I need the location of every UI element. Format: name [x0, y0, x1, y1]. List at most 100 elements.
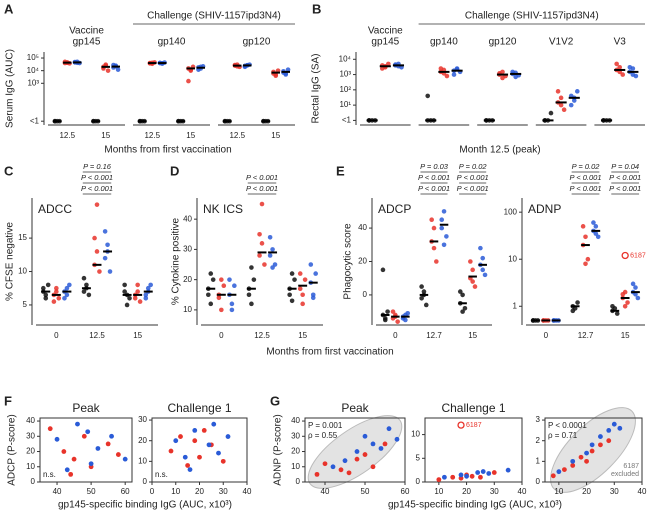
y-axis-label: % CFSE negative — [5, 222, 16, 301]
data-point — [54, 289, 59, 294]
data-point — [480, 267, 486, 273]
y-tick-label: 1 — [536, 456, 541, 465]
data-point — [578, 454, 584, 460]
data-point — [273, 73, 279, 78]
y-axis-label: Rectal IgG (SA) — [311, 53, 322, 123]
data-point — [105, 242, 110, 248]
p-value: P < 0.001 — [418, 184, 450, 193]
data-point — [81, 289, 87, 294]
data-point — [257, 231, 262, 237]
data-point — [216, 295, 222, 301]
y-tick-label: 3 — [536, 415, 541, 424]
y-tick-label: 10⁴ — [27, 66, 40, 75]
data-point — [267, 253, 273, 258]
p-value: P = 0.16 — [83, 162, 112, 171]
outlier — [457, 421, 465, 429]
data-point — [122, 282, 127, 288]
y-tick-label: 0 — [143, 477, 148, 486]
data-point — [354, 456, 360, 462]
data-point — [610, 303, 615, 309]
statistic: P = 0.001 — [308, 421, 343, 430]
data-point — [310, 295, 316, 301]
data-point — [441, 209, 447, 214]
data-point — [598, 434, 603, 439]
data-point — [338, 467, 344, 473]
data-point — [580, 224, 586, 229]
y-tick-label: 10³ — [27, 78, 39, 87]
data-point — [575, 300, 580, 305]
x-tick-label: 10 — [554, 487, 563, 496]
data-point — [168, 448, 174, 454]
data-point — [362, 452, 368, 457]
data-point — [589, 448, 595, 454]
data-point — [362, 433, 368, 439]
data-point — [584, 458, 589, 464]
data-point — [208, 301, 214, 307]
data-point — [322, 461, 328, 467]
data-point — [313, 271, 318, 276]
p-value: P = 0.02 — [572, 162, 601, 171]
data-point — [221, 283, 227, 288]
data-point — [107, 269, 113, 274]
data-point — [439, 225, 445, 231]
y-tick-label: 10¹ — [339, 100, 351, 109]
chart-title: Challenge 1 — [441, 401, 505, 415]
y-tick-label: 20 — [138, 436, 147, 445]
y-tick-label: <1 — [342, 116, 352, 125]
data-point — [419, 295, 424, 301]
x-tick-label: 40 — [53, 487, 62, 496]
y-axis-label: Phagocytic score — [343, 223, 354, 300]
note: excluded — [611, 471, 639, 478]
data-point — [68, 471, 74, 477]
data-point — [617, 64, 622, 70]
data-point — [297, 286, 303, 292]
y-tick-label: 10³ — [339, 70, 351, 79]
data-point — [267, 235, 273, 240]
facet-title: gp120 — [489, 37, 517, 48]
data-point — [219, 307, 224, 313]
x-tick-label: 12.5 — [89, 331, 105, 340]
facet-title: ADNP — [528, 202, 561, 216]
p-value: P < 0.001 — [569, 173, 601, 182]
plot-frame — [39, 417, 133, 483]
data-point — [468, 259, 473, 264]
y-tick-label: 5 — [416, 453, 421, 462]
data-point — [568, 102, 574, 108]
data-point — [458, 472, 464, 478]
y-tick-label: 10 — [411, 430, 420, 439]
data-point — [439, 217, 445, 223]
data-point — [574, 89, 580, 94]
y-tick-label: 15 — [18, 233, 27, 242]
data-point — [431, 225, 437, 231]
data-point — [84, 282, 89, 288]
data-point — [145, 285, 151, 291]
data-point — [297, 271, 303, 276]
data-point — [127, 295, 132, 301]
data-point — [441, 242, 447, 248]
x-tick-label: 40 — [321, 487, 330, 496]
data-point — [382, 441, 388, 447]
data-point — [300, 292, 305, 298]
y-tick-label: 30 — [26, 431, 35, 440]
data-point — [620, 72, 626, 77]
panel-label: F — [4, 393, 12, 408]
data-point — [438, 66, 444, 71]
data-point — [390, 309, 396, 314]
data-point — [470, 267, 475, 273]
data-point — [614, 61, 619, 67]
data-point — [570, 463, 576, 468]
data-point — [513, 74, 518, 80]
facet-title: V3 — [614, 37, 627, 48]
data-point — [630, 72, 636, 77]
data-point — [262, 262, 267, 267]
data-point — [292, 277, 297, 282]
data-point — [135, 282, 140, 288]
x-tick-label: 0 — [393, 331, 398, 340]
y-tick-label: 10 — [183, 305, 192, 314]
data-point — [470, 279, 475, 284]
data-point — [625, 300, 630, 305]
p-value: P < 0.001 — [246, 184, 278, 193]
data-point — [370, 441, 376, 447]
data-point — [115, 452, 121, 457]
